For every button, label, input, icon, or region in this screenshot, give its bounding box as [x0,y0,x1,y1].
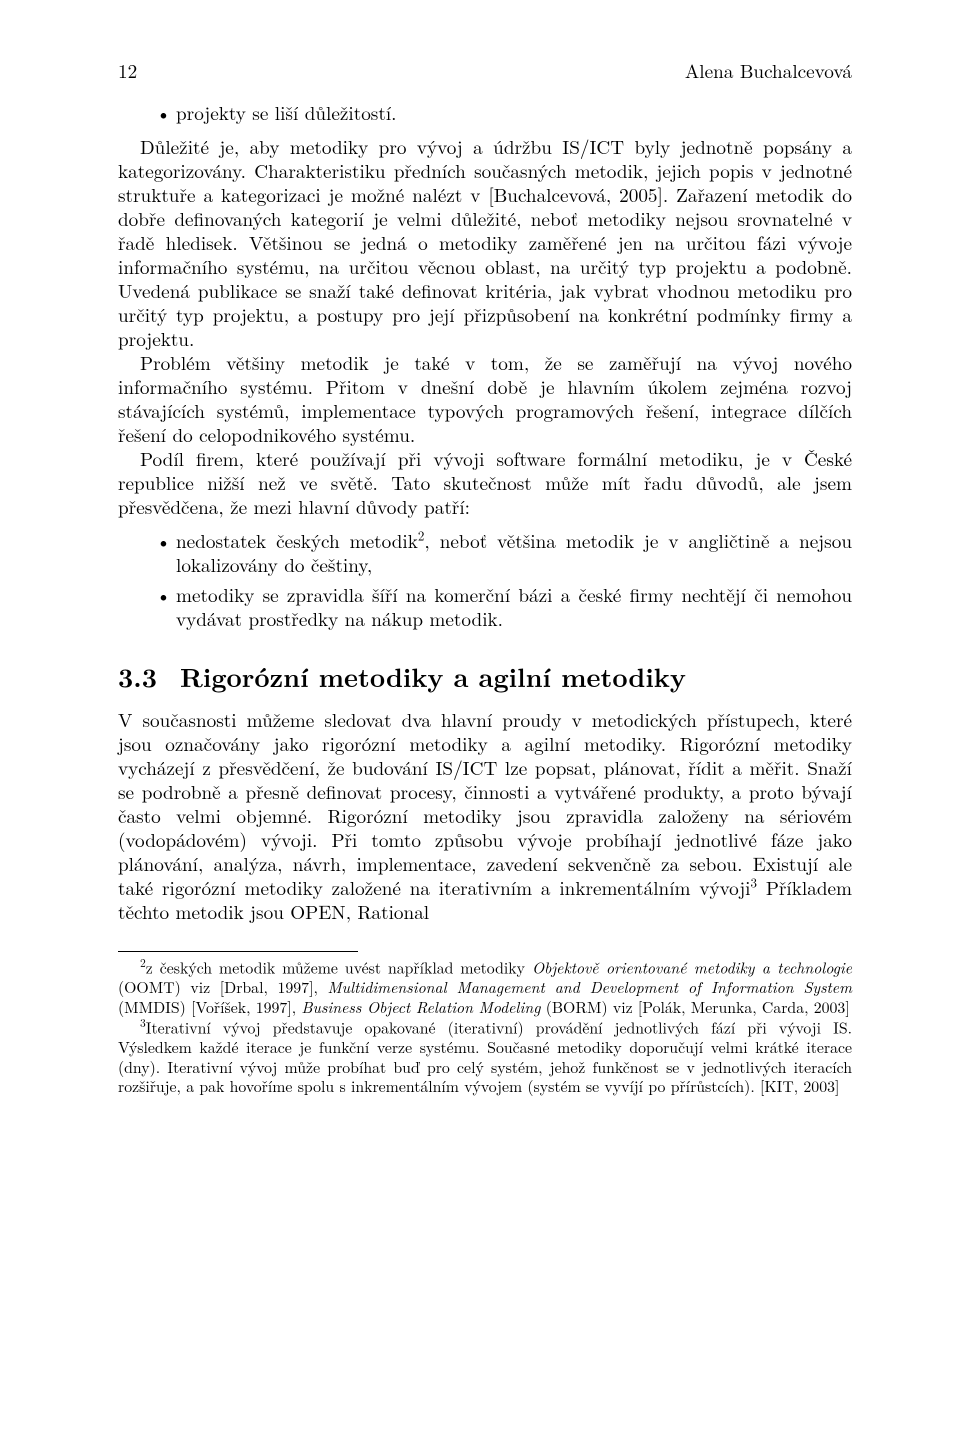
list-item-text: nedostatek českých metodik2, neboť větši… [176,528,852,576]
section-number: 3.3 [118,660,180,693]
paragraph: V současnosti můžeme sledovat dva hlavní… [118,707,852,923]
footnote-rule [118,951,358,952]
footnote: 2z českých metodik můžeme uvést napříkla… [118,956,852,1016]
paragraph: Důležité je, aby metodiky pro vývoj a úd… [118,134,852,350]
paragraph: Problém většiny metodik je také v tom, ž… [118,350,852,446]
text-fragment: (BORM) viz [Polák, Merunka, Carda, 2003] [540,995,849,1018]
list-item: • nedostatek českých metodik2, neboť vět… [156,528,852,576]
bullet-icon: • [156,528,176,576]
section-title: Rigorózní metodiky a agilní metodiky [180,660,686,693]
page: 12 Alena Buchalcevová • projekty se liší… [0,0,960,1440]
bullet-icon: • [156,582,176,630]
bullet-list-top: • projekty se liší důležitostí. [118,100,852,124]
footnote: 3Iterativní vývoj představuje opakované … [118,1016,852,1096]
list-item: • projekty se liší důležitostí. [156,100,852,124]
running-header: 12 Alena Buchalcevová [118,58,852,82]
running-author: Alena Buchalcevová [685,58,852,82]
bullet-list-reasons: • nedostatek českých metodik2, neboť vět… [118,528,852,630]
list-item: • metodiky se zpravidla šíří na komerční… [156,582,852,630]
text-fragment: metodiky se zpravidla šíří na komerční b… [176,580,852,632]
list-item-text: metodiky se zpravidla šíří na komerční b… [176,582,852,630]
text-fragment: V současnosti můžeme sledovat dva hlavní… [118,705,852,901]
bullet-icon: • [156,100,176,124]
footnotes: 2z českých metodik můžeme uvést napříkla… [118,956,852,1096]
list-item-text: projekty se liší důležitostí. [176,100,852,124]
text-fragment: (MMDIS) [Voříšek, 1997], [118,995,301,1018]
text-fragment: Iterativní vývoj představuje opakované (… [118,1015,852,1097]
page-number: 12 [118,58,137,82]
paragraph: Podíl firem, které používají při vývoji … [118,446,852,518]
text-italic: Business Object Relation Modeling [301,995,540,1018]
section-heading: 3.3 Rigorózní metodiky a agilní metodiky [118,660,852,693]
